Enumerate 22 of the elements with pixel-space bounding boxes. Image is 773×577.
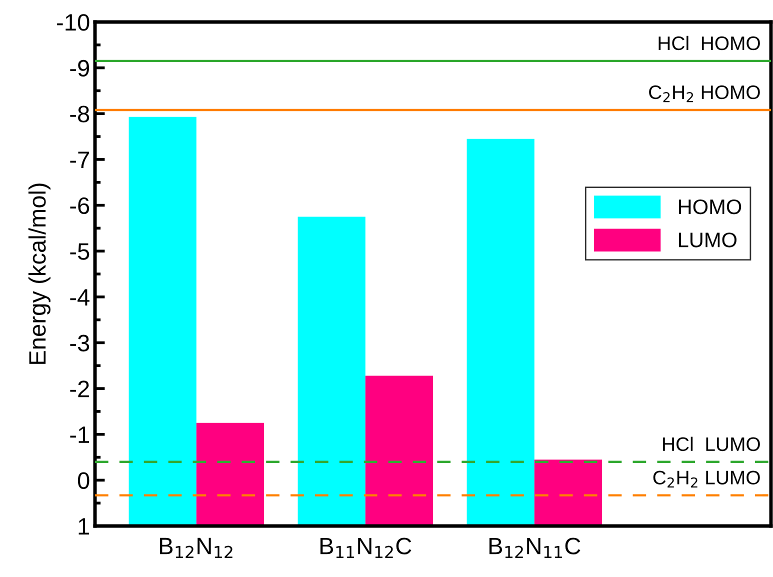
y-tick-label: -8 (70, 106, 90, 122)
y-tick-label: -6 (70, 197, 90, 214)
x-tick-label: B$_{12}$N$_{12}$ (160, 538, 232, 558)
y-tick-label: -7 (70, 152, 89, 168)
y-axis-title: Energy (kcal/mol) (28, 184, 50, 364)
y-tick-label: -10 (57, 14, 90, 31)
legend-label: LUMO (679, 232, 736, 248)
x-tick-label: B$_{12}$N$_{11}$C (489, 538, 580, 558)
x-tick-label: B$_{11}$N$_{12}$C (320, 538, 412, 558)
y-tick-label: -2 (70, 380, 89, 398)
y-tick-label: -3 (70, 334, 90, 352)
ref-line-label: C$_{2}$H$_{2}$ HOMO (649, 85, 760, 102)
y-tick-label: -1 (70, 426, 89, 443)
y-tick-label: -5 (70, 243, 90, 260)
ref-line-label: HCl HOMO (658, 36, 760, 50)
y-tick-label: -4 (70, 289, 90, 306)
ref-line-label: HCl LUMO (663, 436, 760, 452)
y-tick-label: 1 (78, 518, 89, 535)
ref-line-label: C$_{2}$H$_{2}$ LUMO (653, 470, 760, 488)
legend-label: HOMO (679, 199, 742, 214)
y-tick-label: -9 (70, 60, 90, 77)
y-tick-label: 0 (78, 472, 90, 489)
